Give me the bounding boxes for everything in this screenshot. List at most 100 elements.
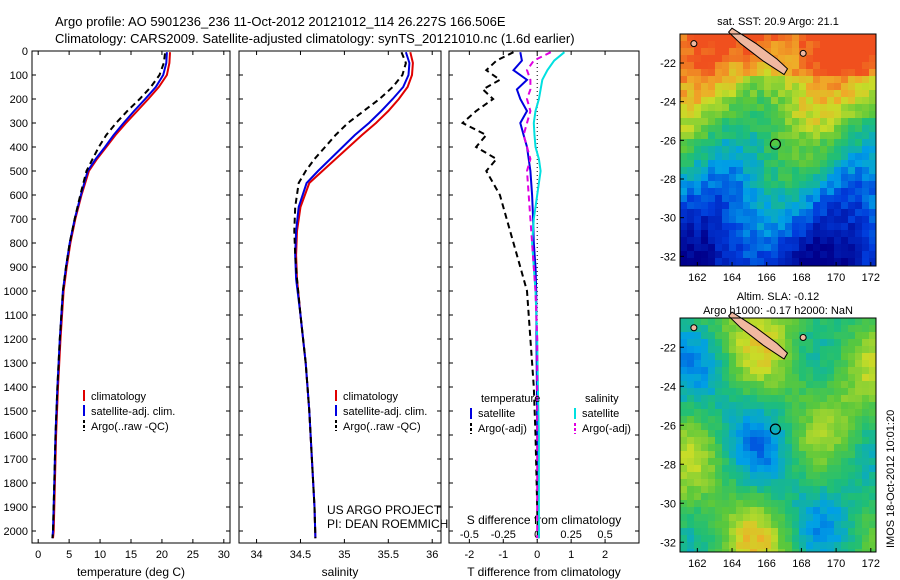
map-cell bbox=[799, 195, 806, 202]
map-cell bbox=[687, 360, 694, 367]
map-cell bbox=[813, 535, 820, 542]
map-cell bbox=[757, 423, 764, 430]
map-cell bbox=[813, 83, 820, 90]
y-tick-label: 800 bbox=[10, 238, 28, 250]
map-cell bbox=[841, 55, 848, 62]
map-cell bbox=[771, 318, 778, 325]
map-cell bbox=[820, 500, 827, 507]
map-cell bbox=[778, 374, 785, 381]
y-tick-label: 1000 bbox=[4, 286, 28, 298]
map-cell bbox=[729, 69, 736, 76]
map-cell bbox=[785, 48, 792, 55]
map-cell bbox=[848, 258, 855, 265]
map-cell bbox=[834, 437, 841, 444]
map-cell bbox=[743, 160, 750, 167]
map-cell bbox=[715, 514, 722, 521]
map-cell bbox=[701, 188, 708, 195]
map-cell bbox=[841, 181, 848, 188]
x-tick-label: 20 bbox=[156, 549, 168, 561]
map-cell bbox=[736, 423, 743, 430]
map-cell bbox=[806, 41, 813, 48]
map-cell bbox=[848, 132, 855, 139]
map-cell bbox=[841, 318, 848, 325]
map-cell bbox=[827, 367, 834, 374]
map-cell bbox=[701, 493, 708, 500]
map-cell bbox=[848, 542, 855, 549]
map-cell bbox=[792, 41, 799, 48]
map-cell bbox=[764, 41, 771, 48]
map-cell bbox=[764, 437, 771, 444]
map-cell bbox=[750, 409, 757, 416]
map-cell bbox=[862, 346, 869, 353]
map-cell bbox=[771, 216, 778, 223]
map-cell bbox=[680, 69, 687, 76]
series-line bbox=[51, 52, 168, 539]
map-cell bbox=[729, 174, 736, 181]
map-cell bbox=[708, 34, 715, 41]
map-cell bbox=[701, 521, 708, 528]
map-cell bbox=[827, 332, 834, 339]
map-cell bbox=[778, 437, 785, 444]
map-cell bbox=[862, 381, 869, 388]
map-cell bbox=[778, 251, 785, 258]
map-cell bbox=[729, 202, 736, 209]
map-cell bbox=[680, 174, 687, 181]
map-cell bbox=[799, 118, 806, 125]
map-cell bbox=[869, 251, 876, 258]
map-cell bbox=[792, 111, 799, 118]
map-cell bbox=[743, 437, 750, 444]
map-cell bbox=[715, 69, 722, 76]
map-cell bbox=[708, 360, 715, 367]
map-cell bbox=[806, 160, 813, 167]
map-cell bbox=[680, 55, 687, 62]
map-cell bbox=[694, 188, 701, 195]
map-cell bbox=[799, 181, 806, 188]
map-cell bbox=[841, 416, 848, 423]
map-cell bbox=[834, 500, 841, 507]
map-cell bbox=[757, 472, 764, 479]
map-cell bbox=[778, 430, 785, 437]
map-cell bbox=[694, 437, 701, 444]
map-cell bbox=[736, 500, 743, 507]
y-tick-label: 1300 bbox=[4, 358, 28, 370]
map-cell bbox=[869, 34, 876, 41]
map-cell bbox=[799, 132, 806, 139]
map-cell bbox=[820, 174, 827, 181]
map-cell bbox=[792, 381, 799, 388]
x-axis-label: temperature (deg C) bbox=[77, 565, 185, 579]
map-cell bbox=[715, 209, 722, 216]
x-tick-label: 0 bbox=[534, 549, 540, 561]
map-cell bbox=[722, 251, 729, 258]
map-cell bbox=[834, 153, 841, 160]
x-tick-label: -2 bbox=[464, 549, 474, 561]
map-cell bbox=[855, 409, 862, 416]
y-tick-label: 1200 bbox=[4, 334, 28, 346]
map-cell bbox=[715, 416, 722, 423]
map-cell bbox=[694, 118, 701, 125]
map-cell bbox=[722, 360, 729, 367]
map-cell bbox=[771, 223, 778, 230]
map-cell bbox=[764, 111, 771, 118]
map-cell bbox=[806, 367, 813, 374]
map-cell bbox=[722, 167, 729, 174]
map-cell bbox=[855, 132, 862, 139]
map-cell bbox=[694, 507, 701, 514]
map-cell bbox=[750, 216, 757, 223]
map-cell bbox=[820, 146, 827, 153]
map-cell bbox=[715, 195, 722, 202]
y-tick-label: 1500 bbox=[4, 406, 28, 418]
map-cell bbox=[771, 402, 778, 409]
map-cell bbox=[841, 97, 848, 104]
map-cell bbox=[841, 353, 848, 360]
map-cell bbox=[799, 535, 806, 542]
map-cell bbox=[792, 55, 799, 62]
map-cell bbox=[806, 472, 813, 479]
map-cell bbox=[806, 528, 813, 535]
map-cell bbox=[785, 258, 792, 265]
map-cell bbox=[764, 360, 771, 367]
x-tick-label: 35.5 bbox=[378, 549, 399, 561]
map-cell bbox=[764, 395, 771, 402]
map-cell bbox=[848, 69, 855, 76]
map-cell bbox=[715, 542, 722, 549]
map-cell bbox=[680, 251, 687, 258]
